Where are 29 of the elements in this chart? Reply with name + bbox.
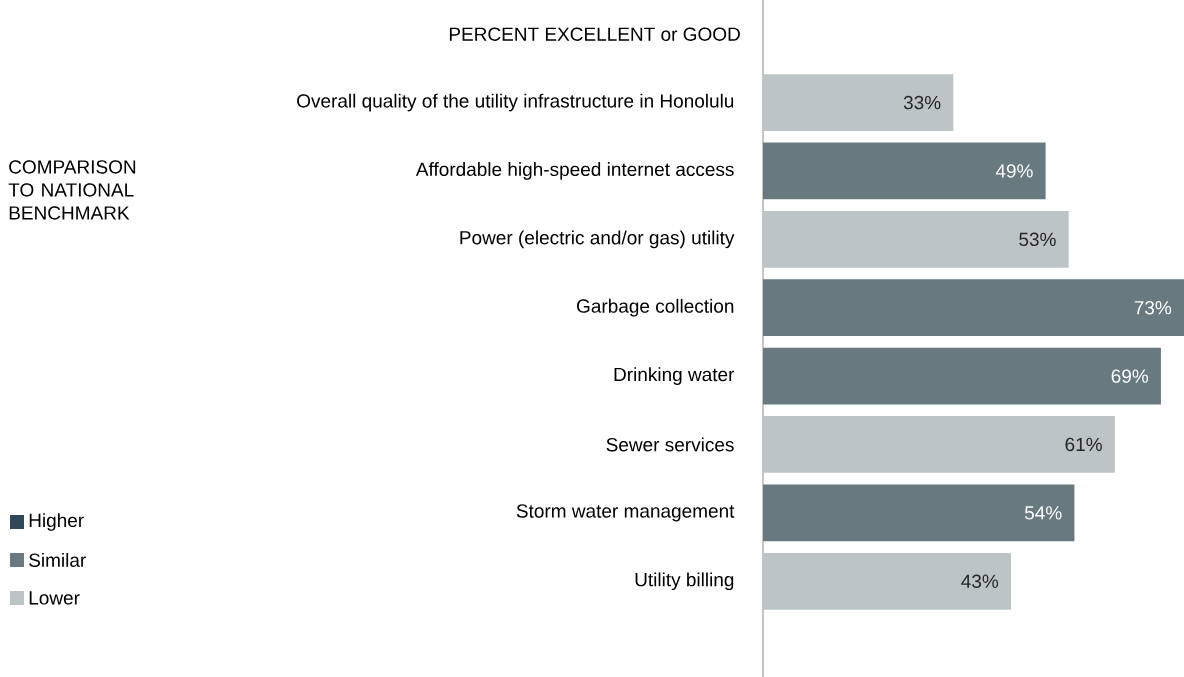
bar: [763, 347, 1161, 405]
y-tick-label: Overall quality of the utility infrastructure in Honolulu: [297, 93, 734, 112]
data-label: 54%: [1024, 506, 1062, 520]
y-tick-label: Drinking water: [614, 367, 735, 385]
y-tick-label: Sewer services: [606, 437, 734, 452]
bar: [763, 74, 954, 131]
bar: [763, 552, 1011, 610]
y-tick-label: Utility billing: [635, 572, 734, 591]
data-label: 61%: [1065, 437, 1102, 452]
text: PERCENT EXCELLENT or GOOD: [449, 27, 740, 41]
bar: [763, 484, 1075, 542]
bar: [763, 416, 1115, 473]
legend-label: Lower: [29, 591, 80, 605]
bar: [763, 210, 1069, 268]
legend-label: Similar: [29, 553, 86, 567]
data-label: 33%: [903, 95, 941, 110]
bar: [763, 279, 1184, 337]
y-tick-label: Affordable high-speed internet access: [415, 162, 734, 180]
legend-title: COMPARISON TO NATIONAL BENCHMARK: [8, 160, 136, 220]
y-tick-label: Garbage collection: [577, 298, 734, 317]
y-tick-label: Storm water management: [516, 504, 735, 522]
y-tick-label: Power (electric and/or gas) utility: [460, 230, 735, 249]
data-label: 53%: [1019, 232, 1056, 247]
data-label: 49%: [995, 164, 1033, 178]
data-label: 43%: [961, 574, 999, 588]
data-label: 73%: [1134, 300, 1172, 315]
bar: [763, 142, 1046, 200]
legend-label: Higher: [29, 513, 84, 531]
data-label: 69%: [1111, 369, 1149, 383]
